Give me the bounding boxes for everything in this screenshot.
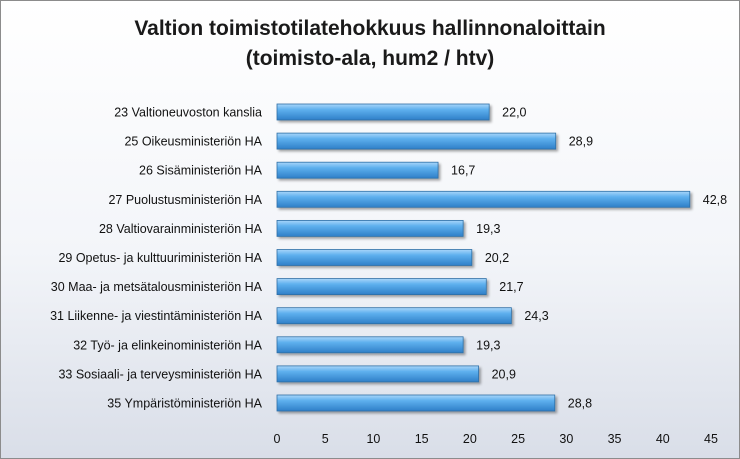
chart-title: Valtion toimistotilatehokkuus hallinnona… [134, 17, 606, 40]
bar [276, 278, 487, 296]
x-tick-label: 30 [559, 432, 573, 446]
bar [276, 132, 557, 150]
category-label: 25 Oikeusministeriön HA [124, 135, 262, 149]
x-tick-label: 10 [366, 432, 380, 446]
value-label: 20,9 [492, 367, 516, 381]
value-label: 20,2 [485, 251, 509, 265]
bar [276, 365, 479, 383]
value-labels: 22,0 28,9 16,7 42,8 19,3 20,2 21,7 24,3 19,3 20,9… [451, 106, 727, 411]
bar [276, 190, 691, 208]
x-tick-label: 0 [274, 432, 281, 446]
value-label: 42,8 [703, 193, 727, 207]
bar [276, 394, 556, 412]
x-tick-label: 25 [511, 432, 525, 446]
category-label: 31 Liikenne- ja viestintäministeriön HA [50, 309, 263, 323]
category-label: 23 Valtioneuvoston kanslia [114, 106, 262, 120]
x-tick-label: 15 [415, 432, 429, 446]
category-label: 33 Sosiaali- ja terveysministeriön HA [58, 367, 262, 381]
value-label: 21,7 [499, 280, 523, 294]
value-label: 19,3 [476, 222, 500, 236]
bar [276, 161, 439, 179]
category-label: 29 Opetus- ja kulttuuriministeriön HA [58, 251, 262, 265]
chart-subtitle: (toimisto-ala, hum2 / htv) [245, 47, 495, 70]
value-label: 19,3 [476, 338, 500, 352]
value-label: 24,3 [524, 309, 548, 323]
x-tick-label: 20 [463, 432, 477, 446]
x-tick-label: 35 [608, 432, 622, 446]
category-label: 35 Ympäristöministeriön HA [107, 397, 262, 411]
x-axis-ticks: 0 5 10 15 20 25 30 35 40 45 [274, 432, 718, 446]
bar [276, 336, 464, 354]
category-label: 26 Sisäministeriön HA [139, 164, 263, 178]
category-label: 32 Työ- ja elinkeinoministeriön HA [73, 338, 262, 352]
category-label: 28 Valtiovarainministeriön HA [99, 222, 263, 236]
x-tick-label: 5 [322, 432, 329, 446]
value-label: 28,8 [568, 397, 592, 411]
category-label: 30 Maa- ja metsätalousministeriön HA [51, 280, 263, 294]
bars-group [276, 103, 691, 412]
category-label: 27 Puolustusministeriön HA [108, 193, 262, 207]
x-tick-label: 45 [704, 432, 718, 446]
x-tick-label: 40 [656, 432, 670, 446]
value-label: 28,9 [569, 135, 593, 149]
bar [276, 103, 490, 121]
bar [276, 307, 512, 325]
category-labels: 23 Valtioneuvoston kanslia 25 Oikeusminis… [50, 106, 263, 411]
bar [276, 219, 464, 237]
value-label: 16,7 [451, 164, 475, 178]
value-label: 22,0 [502, 106, 526, 120]
bar [276, 249, 473, 266]
chart-title-block: Valtion toimistotilatehokkuus hallinnona… [0, 14, 740, 74]
